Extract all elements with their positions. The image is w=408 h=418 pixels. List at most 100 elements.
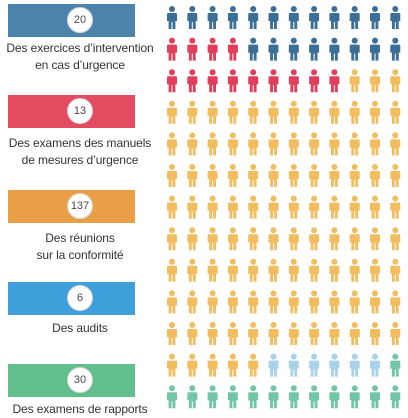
person-icon <box>390 258 401 282</box>
person-icon <box>309 322 320 345</box>
person-icon <box>167 290 177 314</box>
person-icon <box>167 37 177 61</box>
person-icon <box>187 6 198 29</box>
person-icon <box>329 353 340 377</box>
person-icon <box>248 322 259 345</box>
person-icon <box>248 385 259 409</box>
person-icon <box>187 322 198 345</box>
person-icon <box>227 100 238 124</box>
person-icon <box>370 132 380 156</box>
person-icon <box>370 353 380 377</box>
person-icon <box>288 69 299 93</box>
legend-color-bar: 137 <box>8 190 135 223</box>
person-icon <box>268 290 279 314</box>
person-icon <box>268 322 279 345</box>
person-icon <box>268 227 279 251</box>
person-icon <box>370 37 380 61</box>
person-icon <box>329 385 340 409</box>
person-icon <box>288 258 299 282</box>
person-icon <box>329 132 340 156</box>
person-icon <box>227 322 238 345</box>
person-icon <box>207 100 218 124</box>
person-icon <box>187 100 198 124</box>
person-icon <box>167 385 177 409</box>
person-icon <box>288 322 299 345</box>
count-badge: 30 <box>67 367 93 393</box>
person-icon <box>207 164 218 187</box>
person-icon <box>349 227 360 251</box>
person-icon <box>167 132 177 156</box>
count-badge: 20 <box>67 7 93 33</box>
person-icon <box>390 290 401 314</box>
person-icon <box>207 290 218 314</box>
legend-color-bar: 30 <box>8 364 135 397</box>
person-icon <box>187 195 198 219</box>
person-icon <box>329 6 340 29</box>
person-icon <box>390 195 401 219</box>
person-icon <box>309 353 320 377</box>
person-icon <box>248 290 259 314</box>
person-icon <box>187 353 198 377</box>
person-icon <box>288 353 299 377</box>
person-icon <box>329 69 340 93</box>
legend-color-bar: 13 <box>8 95 135 128</box>
person-icon <box>370 164 380 187</box>
person-icon <box>227 258 238 282</box>
person-icon <box>329 258 340 282</box>
person-icon <box>268 6 279 29</box>
person-icon <box>227 132 238 156</box>
person-icon <box>227 69 238 93</box>
person-icon <box>207 322 218 345</box>
person-icon <box>349 385 360 409</box>
person-icon <box>167 164 177 187</box>
person-icon <box>288 385 299 409</box>
person-icon <box>288 37 299 61</box>
count-badge: 13 <box>67 98 93 124</box>
person-icon <box>390 353 401 377</box>
person-icon <box>248 195 259 219</box>
person-icon <box>390 100 401 124</box>
person-icon <box>248 164 259 187</box>
person-icon <box>288 164 299 187</box>
person-icon <box>309 164 320 187</box>
person-icon <box>370 100 380 124</box>
person-icon <box>207 37 218 61</box>
count-badge: 137 <box>67 193 93 219</box>
person-icon <box>207 385 218 409</box>
person-icon <box>329 195 340 219</box>
person-icon <box>329 37 340 61</box>
person-icon <box>288 132 299 156</box>
person-icon <box>390 6 401 29</box>
person-icon <box>309 100 320 124</box>
person-icon <box>207 132 218 156</box>
person-icon <box>390 132 401 156</box>
person-icon <box>167 6 177 29</box>
person-icon <box>288 100 299 124</box>
person-icon <box>268 132 279 156</box>
person-icon <box>268 164 279 187</box>
person-icon <box>167 195 177 219</box>
person-icon <box>370 6 380 29</box>
legend-label: de mesures d’urgence <box>21 153 139 167</box>
person-icon <box>309 37 320 61</box>
person-icon <box>187 37 198 61</box>
person-icon <box>329 227 340 251</box>
person-icon <box>187 258 198 282</box>
person-icon <box>370 227 380 251</box>
person-icon <box>370 69 380 93</box>
person-icon <box>248 227 259 251</box>
person-icon <box>248 100 259 124</box>
person-icon <box>349 132 360 156</box>
person-icon <box>167 322 177 345</box>
person-icon <box>167 100 177 124</box>
person-icon <box>309 290 320 314</box>
person-icon <box>248 258 259 282</box>
person-icon <box>370 385 380 409</box>
person-icon <box>390 164 401 187</box>
legend-label: Des examens des manuels <box>8 136 152 150</box>
person-icon <box>227 227 238 251</box>
person-icon <box>227 195 238 219</box>
person-icon <box>309 227 320 251</box>
person-icon <box>227 353 238 377</box>
